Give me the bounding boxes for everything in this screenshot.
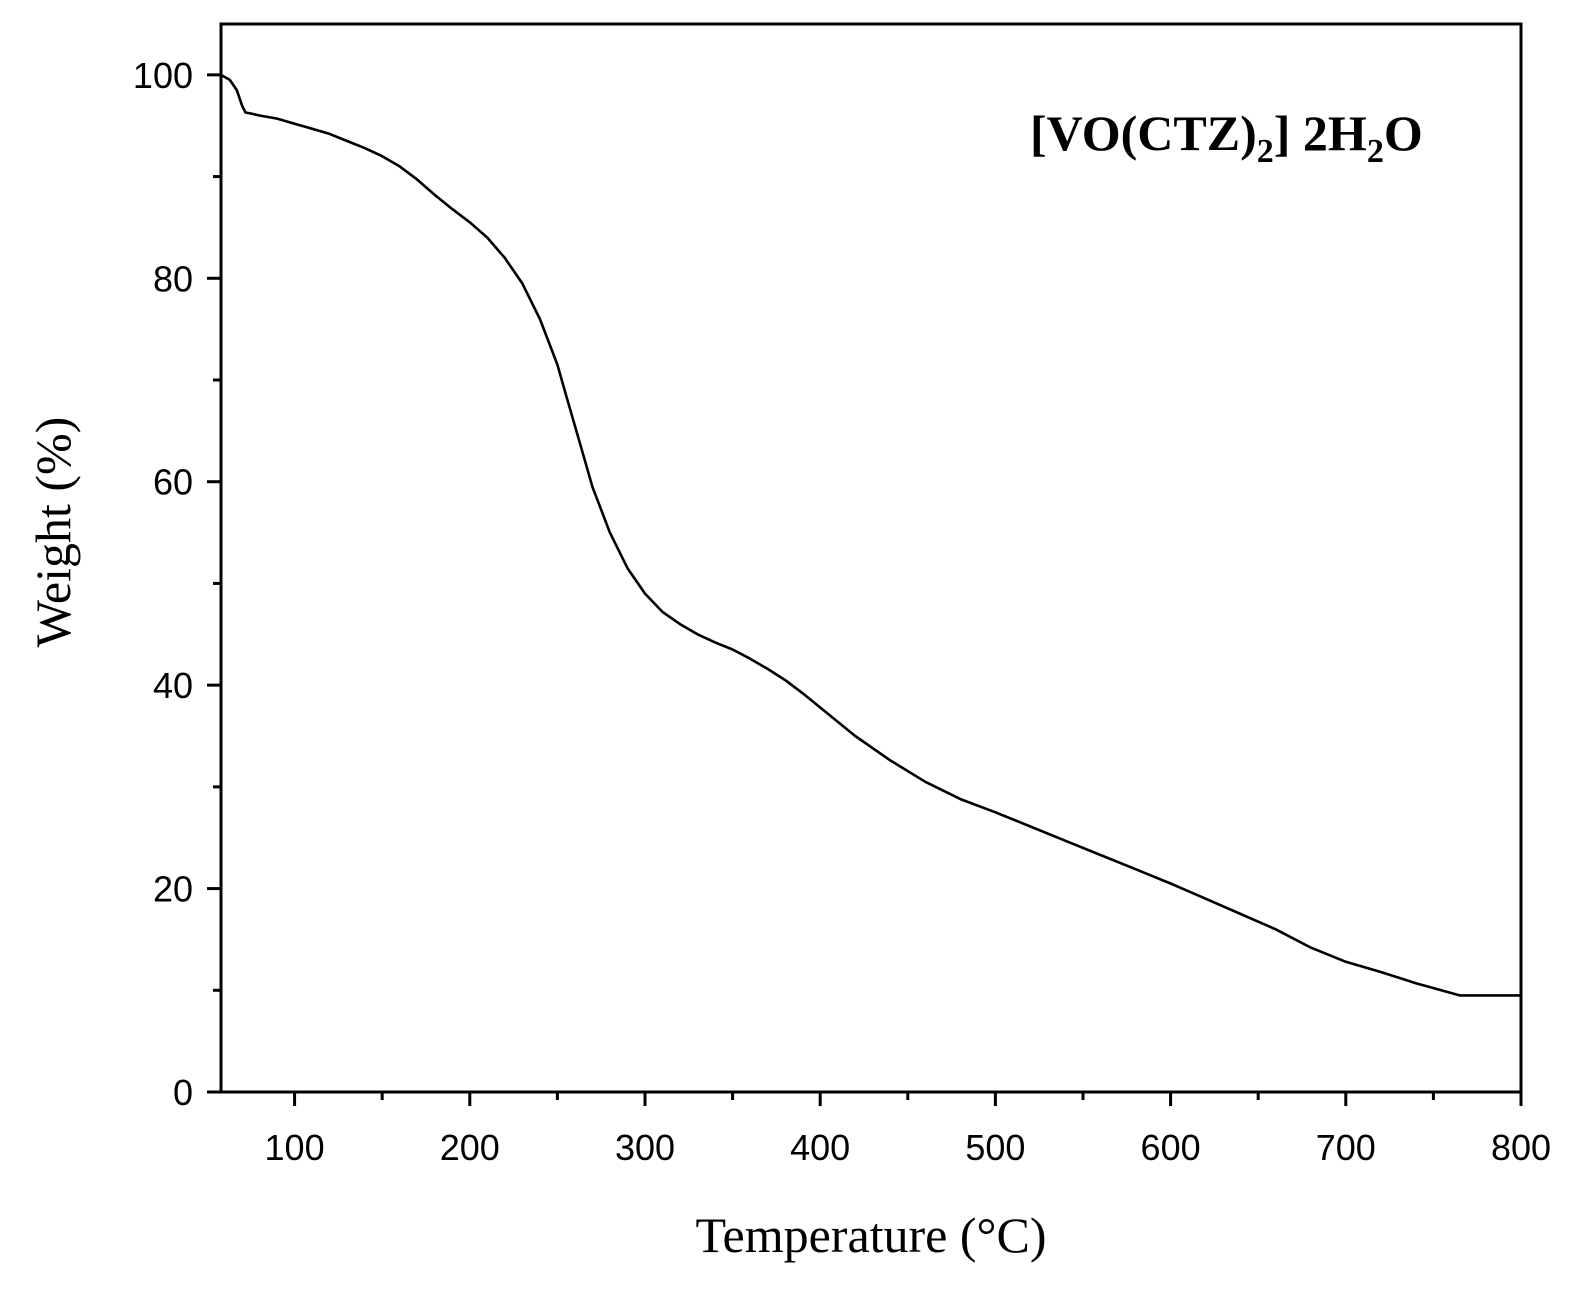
y-tick-label: 40 bbox=[153, 665, 193, 706]
x-tick-label: 700 bbox=[1316, 1127, 1376, 1168]
x-tick-label: 200 bbox=[440, 1127, 500, 1168]
y-tick-label: 0 bbox=[173, 1072, 193, 1113]
x-axis-title: Temperature (°C) bbox=[695, 1207, 1046, 1263]
compound-label: [VO(CTZ)2] 2H2O bbox=[1030, 105, 1423, 170]
compound-label-part: O bbox=[1384, 105, 1423, 161]
plot-frame bbox=[219, 22, 1523, 1094]
x-tick-label: 100 bbox=[265, 1127, 325, 1168]
compound-label-part: ] 2H bbox=[1274, 105, 1367, 161]
x-tick-label: 400 bbox=[790, 1127, 850, 1168]
weight-curve-line bbox=[220, 73, 1521, 997]
y-axis-title: Weight (%) bbox=[25, 417, 81, 648]
compound-label-subscript: 2 bbox=[1367, 133, 1384, 170]
x-tick-label: 600 bbox=[1141, 1127, 1201, 1168]
y-tick-label: 100 bbox=[133, 55, 193, 96]
x-tick-label: 500 bbox=[965, 1127, 1025, 1168]
tick-labels: 100 200 300 400 500 600 700 800 0 20 40 60 80 100 bbox=[133, 55, 1551, 1168]
y-tick-label: 60 bbox=[153, 462, 193, 503]
axis-ticks bbox=[207, 73, 1523, 1106]
compound-label-subscript: 2 bbox=[1257, 133, 1274, 170]
y-tick-label: 20 bbox=[153, 869, 193, 910]
x-tick-label: 300 bbox=[615, 1127, 675, 1168]
y-tick-label: 80 bbox=[153, 258, 193, 299]
x-tick-label: 800 bbox=[1491, 1127, 1551, 1168]
compound-label-part: [VO(CTZ) bbox=[1030, 105, 1257, 161]
